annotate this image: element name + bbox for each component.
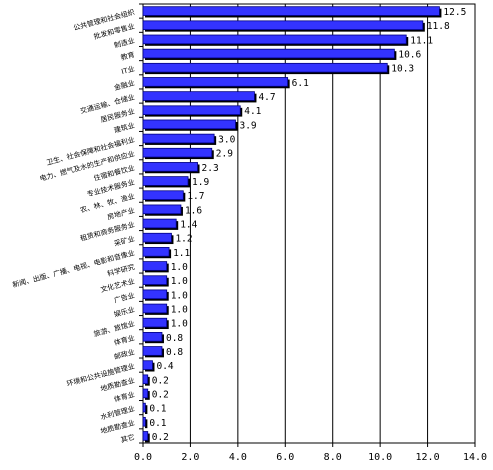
- bar: [142, 91, 255, 101]
- value-label: 1.0: [171, 290, 188, 301]
- bar-shadow: [145, 405, 148, 414]
- category-label: 体育业: [113, 333, 136, 347]
- x-tick-label: 8.0: [324, 452, 342, 463]
- value-label: 1.0: [171, 276, 188, 287]
- bar: [142, 218, 177, 229]
- value-label: 4.1: [244, 106, 261, 117]
- bar: [142, 190, 184, 200]
- bar: [142, 247, 170, 257]
- value-label: 10.3: [391, 64, 414, 75]
- value-label: 2.3: [202, 163, 219, 174]
- category-label: 采矿业: [113, 234, 136, 248]
- value-label: 0.1: [149, 418, 166, 429]
- bar: [142, 34, 407, 45]
- value-label: 1.0: [171, 304, 188, 315]
- value-label: 0.1: [149, 404, 166, 415]
- bar: [142, 303, 168, 314]
- bar: [142, 105, 241, 115]
- value-label: 1.1: [173, 248, 190, 259]
- value-label: 1.0: [171, 262, 188, 273]
- category-label: 娱乐业: [113, 305, 136, 319]
- x-tick-label: 0.0: [134, 452, 152, 463]
- bar: [142, 232, 172, 243]
- value-label: 3.0: [218, 135, 235, 146]
- bar: [142, 261, 168, 271]
- value-label: 11.1: [410, 35, 433, 46]
- category-label: 邮政业: [113, 347, 136, 361]
- bar: [142, 416, 146, 427]
- value-label: 1.9: [192, 177, 209, 188]
- category-label: 其它: [120, 432, 136, 444]
- x-tick-label: 14.0: [463, 452, 487, 463]
- value-label: 1.7: [187, 191, 204, 202]
- value-label: 0.8: [166, 333, 183, 344]
- category-label: 广告业: [113, 291, 136, 305]
- bar: [142, 20, 424, 31]
- category-label: 体育业: [113, 390, 136, 404]
- value-label: 2.9: [216, 149, 233, 160]
- category-label: 制造业: [113, 36, 136, 50]
- bar: [142, 275, 168, 285]
- value-label: 0.2: [152, 432, 169, 443]
- bar: [142, 133, 215, 144]
- category-label: 房地产业: [106, 206, 135, 222]
- bar: [142, 204, 182, 215]
- x-tick-label: 2.0: [181, 452, 199, 463]
- value-label: 1.2: [175, 234, 192, 245]
- x-tick-label: 10.0: [368, 452, 392, 463]
- category-label: 金融业: [113, 78, 136, 92]
- x-tick-label: 6.0: [276, 452, 294, 463]
- x-tick-label: 4.0: [229, 452, 247, 463]
- bar: [142, 162, 198, 172]
- value-label: 0.2: [152, 389, 169, 400]
- bar: [142, 77, 289, 87]
- bar: [142, 289, 168, 300]
- value-label: 3.9: [239, 120, 256, 131]
- value-label: 6.1: [292, 78, 309, 89]
- bar: [142, 346, 163, 356]
- value-label: 1.6: [185, 205, 202, 216]
- x-tick-label: 12.0: [416, 452, 440, 463]
- value-label: 0.8: [166, 347, 183, 358]
- value-label: 0.4: [156, 361, 173, 372]
- value-label: 1.0: [171, 319, 188, 330]
- value-label: 11.8: [427, 21, 450, 32]
- bar: [142, 147, 213, 158]
- category-label: IT业: [120, 64, 135, 76]
- bar: [142, 374, 149, 385]
- value-label: 0.2: [152, 375, 169, 386]
- bar: [142, 360, 153, 370]
- bar: [142, 388, 149, 399]
- bar: [142, 176, 189, 186]
- value-label: 12.5: [443, 7, 466, 18]
- bar: [142, 62, 388, 73]
- value-label: 1.4: [180, 220, 197, 231]
- category-label: 科学研究: [106, 262, 135, 278]
- bar: [142, 402, 146, 413]
- value-label: 10.6: [398, 50, 421, 61]
- bar: [142, 431, 149, 441]
- category-label: 建筑业: [113, 121, 136, 135]
- bar: [142, 48, 395, 59]
- bar: [142, 6, 440, 16]
- bar: [142, 317, 168, 328]
- category-label: 教育: [120, 50, 136, 62]
- bar: [142, 119, 236, 130]
- bar-shadow: [145, 419, 148, 429]
- bar: [142, 332, 163, 342]
- value-label: 4.7: [258, 92, 275, 103]
